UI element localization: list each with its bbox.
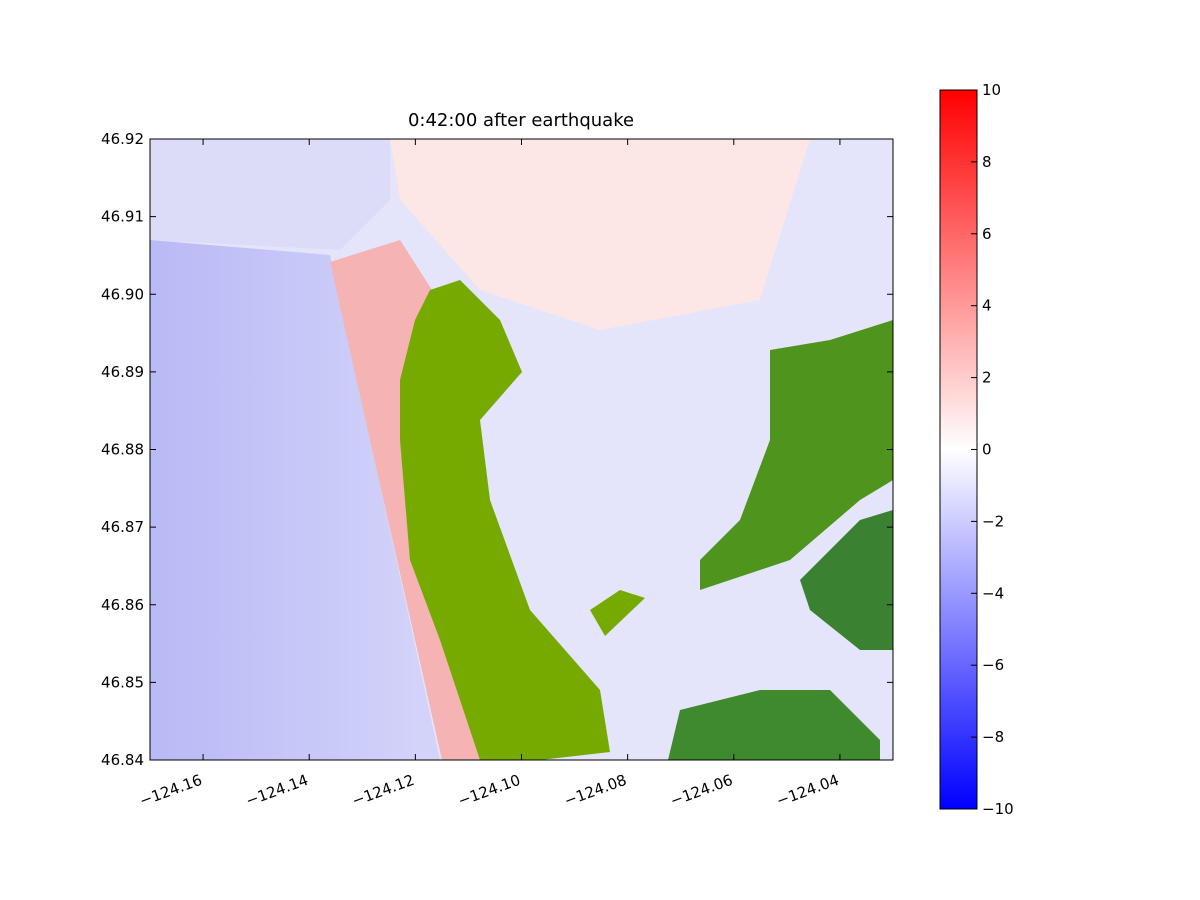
colorbar-tick-label: 0: [982, 441, 992, 459]
colorbar-tick-label: 4: [982, 297, 992, 315]
colorbar-tick-label: −4: [982, 584, 1004, 602]
colorbar-tick-label: 6: [982, 225, 992, 243]
colorbar-tick-label: −2: [982, 512, 1004, 530]
y-tick-label: 46.86: [101, 596, 144, 614]
map-image: [150, 139, 893, 760]
x-tick-label: −124.14: [243, 771, 310, 810]
x-tick-label: −124.06: [668, 771, 735, 810]
x-tick-label: −124.04: [774, 771, 841, 810]
y-tick-label: 46.88: [101, 441, 144, 459]
x-tick-label: −124.16: [137, 771, 204, 810]
y-tick-label: 46.84: [101, 751, 144, 769]
y-tick-label: 46.85: [101, 673, 144, 691]
y-tick-label: 46.91: [101, 208, 144, 226]
bay-positive: [390, 139, 810, 330]
colorbar-tick-label: 2: [982, 369, 992, 387]
y-tick-label: 46.87: [101, 518, 144, 536]
land: [400, 280, 610, 760]
colorbar-tick-label: 10: [982, 81, 1001, 99]
y-tick-label: 46.92: [101, 130, 144, 148]
colorbar-tick-label: −8: [982, 728, 1004, 746]
colorbar-tick-label: 8: [982, 153, 992, 171]
x-tick-label: −124.08: [562, 771, 629, 810]
y-tick-label: 46.89: [101, 363, 144, 381]
ocean-north: [150, 139, 390, 250]
x-tick-label: −124.10: [456, 771, 523, 810]
land: [700, 320, 893, 590]
colorbar-tick-label: −10: [982, 800, 1014, 818]
land: [668, 690, 880, 760]
chart-title: 0:42:00 after earthquake: [408, 110, 634, 131]
x-tick-label: −124.12: [349, 771, 416, 810]
colorbar-tick-label: −6: [982, 656, 1004, 674]
ocean-west: [150, 240, 440, 760]
y-tick-label: 46.90: [101, 285, 144, 303]
land: [800, 510, 893, 650]
land: [590, 590, 645, 636]
